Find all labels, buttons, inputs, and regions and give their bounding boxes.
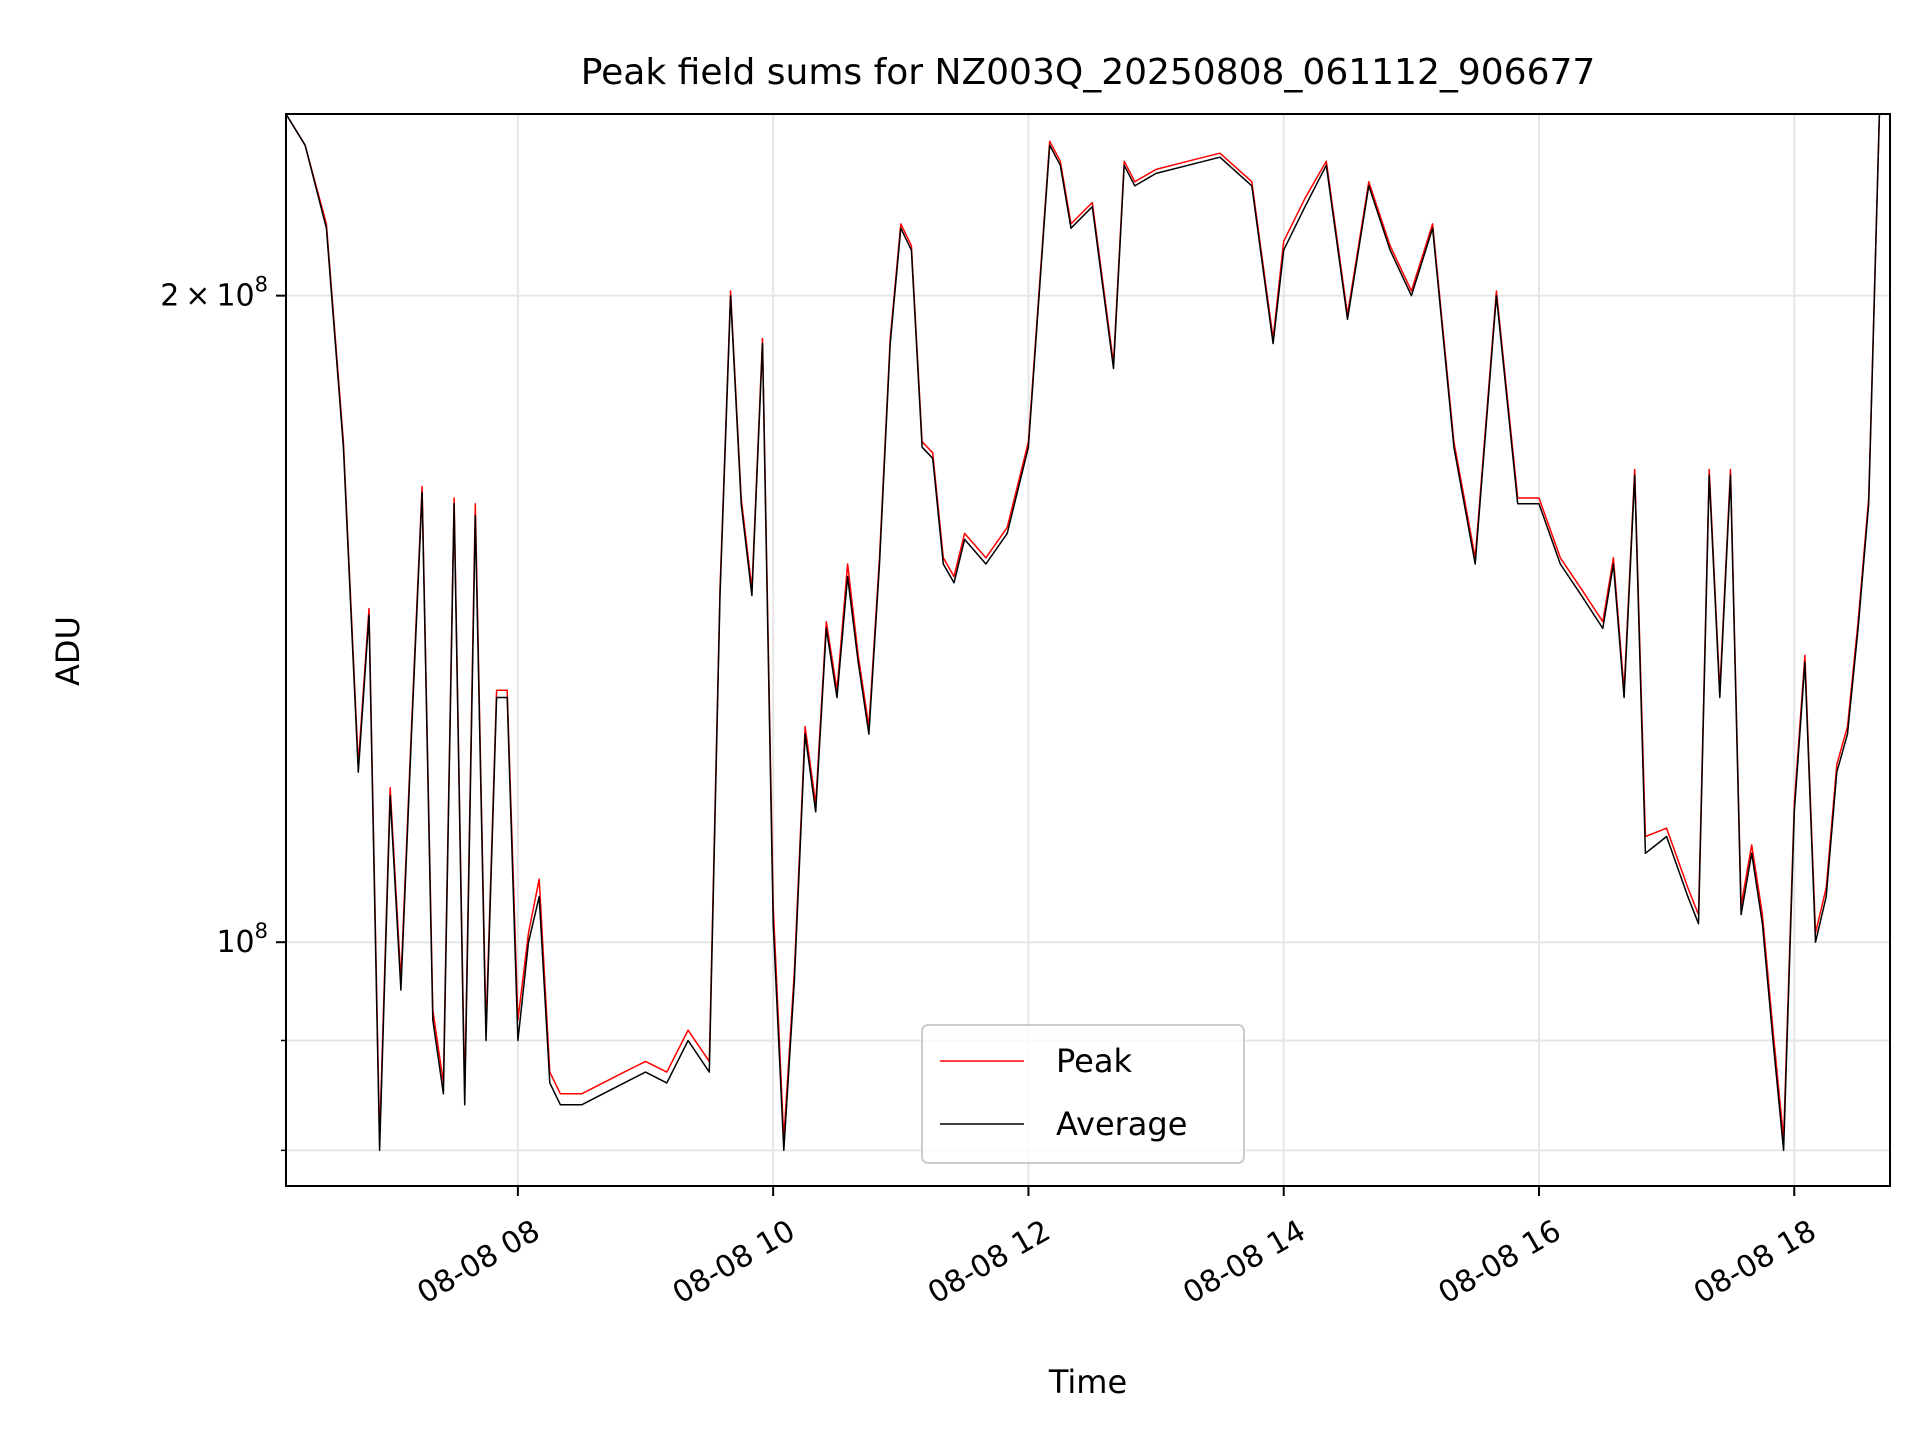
series-line-average <box>285 113 1890 1152</box>
chart-title: Peak field sums for NZ003Q_20250808_0611… <box>581 52 1596 93</box>
legend: Peak Average <box>921 1024 1245 1164</box>
y-tick-label: 2 × 108 <box>160 273 268 314</box>
grid <box>286 114 1890 1186</box>
plot-frame <box>285 113 1891 1187</box>
legend-label-average: Average <box>1056 1105 1187 1143</box>
x-axis-label: Time <box>1048 1363 1127 1401</box>
legend-label-peak: Peak <box>1056 1042 1132 1080</box>
series-layer <box>285 113 1890 1152</box>
y-tick-label: 108 <box>216 919 268 960</box>
plot-area-background <box>286 114 1890 1186</box>
y-axis-label: ADU <box>49 616 87 686</box>
legend-box <box>921 1024 1245 1164</box>
